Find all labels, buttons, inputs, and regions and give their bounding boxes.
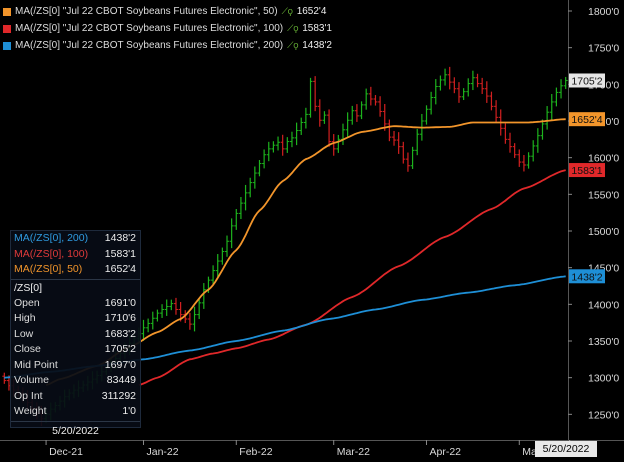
data-window-row-value: 1705'2 (104, 343, 136, 355)
y-tick-label: 1600'0 (588, 153, 619, 165)
legend-ma200[interactable]: MA(/ZS[0] "Jul 22 CBOT Soybeans Futures … (3, 37, 332, 54)
data-window-symbol: /ZS[0] (14, 281, 43, 294)
legend-value-ma200: 1438'2 (302, 40, 332, 51)
data-window-divider (11, 278, 140, 280)
data-window-row-value: 311292 (101, 389, 136, 402)
data-window-ma200-value: 1438'2 (104, 232, 136, 244)
data-window: MA(/ZS[0], 200) 1438'2 MA(/ZS[0], 100) 1… (10, 230, 141, 437)
legend-ma50[interactable]: MA(/ZS[0] "Jul 22 CBOT Soybeans Futures … (3, 3, 332, 20)
indicator-settings-icon[interactable]: ⟋⚲ (287, 40, 299, 50)
data-window-row: Open 1691'0 (11, 296, 140, 312)
x-tick-label: Dec-21 (49, 446, 83, 458)
last-value-label: 1652'4 (571, 114, 602, 126)
y-tick-label: 1350'0 (588, 336, 619, 348)
data-window-row: Weight 1'0 (11, 404, 140, 420)
legend-value-ma100: 1583'1 (302, 23, 332, 34)
data-window-row: High 1710'6 (11, 311, 140, 327)
data-window-row-value: 1697'0 (104, 358, 136, 371)
data-window-divider (11, 420, 140, 422)
data-window-row: Op Int 311292 (11, 389, 140, 405)
indicator-settings-icon[interactable]: ⟋⚲ (287, 23, 299, 33)
data-window-row: Mid Point 1697'0 (11, 358, 140, 374)
y-tick-label: 1800'0 (588, 6, 619, 18)
legend-label-ma50: MA(/ZS[0] "Jul 22 CBOT Soybeans Futures … (15, 6, 278, 17)
y-tick-label: 1550'0 (588, 189, 619, 201)
x-tick-label: Feb-22 (239, 446, 272, 458)
data-window-ma100-label: MA(/ZS[0], 100) (14, 247, 89, 260)
last-price-box (569, 73, 605, 88)
data-window-row-value: 1'0 (122, 405, 136, 417)
data-window-row: Low 1683'2 (11, 327, 140, 343)
data-window-row-label: Low (14, 327, 34, 340)
data-window-ma100-value: 1583'1 (104, 247, 136, 260)
last-value-label: 1438'2 (571, 271, 602, 283)
data-window-ma200-label: MA(/ZS[0], 200) (14, 232, 89, 244)
legend-ma100[interactable]: MA(/ZS[0] "Jul 22 CBOT Soybeans Futures … (3, 20, 332, 37)
data-window-row-label: Volume (14, 374, 50, 386)
data-window-row-label: Close (14, 343, 41, 355)
legend-value-ma50: 1652'4 (296, 6, 327, 17)
data-window-row-value: 1683'2 (104, 327, 136, 340)
data-window-row-value: 83449 (106, 374, 136, 386)
data-window-ma50-value: 1652'4 (104, 263, 136, 275)
data-window-row-label: Weight (14, 405, 47, 417)
last-price-label: 1705'2 (571, 75, 602, 87)
data-window-row-label: Mid Point (14, 358, 58, 371)
last-value-box (569, 163, 605, 178)
x-tick-label: Apr-22 (430, 446, 462, 458)
last-value-box (569, 112, 605, 127)
legend-swatch-ma200 (3, 41, 11, 50)
cursor-date-label: 5/20/2022 (535, 441, 597, 457)
data-window-ma200: MA(/ZS[0], 200) 1438'2 (11, 231, 140, 247)
data-window-row-label: Open (14, 296, 40, 309)
data-window-ma50: MA(/ZS[0], 50) 1652'4 (11, 262, 140, 278)
data-window-row: Volume 83449 (11, 373, 140, 389)
y-tick-label: 1300'0 (588, 373, 619, 385)
y-tick-label: 1500'0 (588, 226, 619, 238)
indicator-settings-icon[interactable]: ⟋⚲ (281, 6, 293, 16)
y-tick-label: 1400'0 (588, 299, 619, 311)
data-window-row-label: High (14, 312, 36, 324)
legend-label-ma100: MA(/ZS[0] "Jul 22 CBOT Soybeans Futures … (15, 23, 284, 34)
data-window-row-value: 1710'6 (104, 312, 136, 324)
x-tick-label: Mar-22 (337, 446, 370, 458)
data-window-date: 5/20/2022 (52, 424, 99, 437)
x-tick-label: Jan-22 (147, 446, 179, 458)
moving-average-line-1[interactable] (138, 169, 566, 386)
legend-label-ma200: MA(/ZS[0] "Jul 22 CBOT Soybeans Futures … (15, 40, 284, 51)
y-tick-label: 1750'0 (588, 43, 619, 55)
data-window-row-value: 1691'0 (104, 296, 136, 309)
data-window-row: Close 1705'2 (11, 342, 140, 358)
last-value-label: 1583'1 (571, 165, 602, 177)
legend-swatch-ma100 (3, 24, 11, 33)
data-window-row-label: Op Int (14, 389, 43, 402)
legend-swatch-ma50 (3, 7, 11, 16)
legend: MA(/ZS[0] "Jul 22 CBOT Soybeans Futures … (3, 3, 332, 54)
data-window-ma100: MA(/ZS[0], 100) 1583'1 (11, 247, 140, 263)
data-window-ma50-label: MA(/ZS[0], 50) (14, 263, 83, 275)
last-value-box (569, 269, 605, 284)
y-tick-label: 1250'0 (588, 409, 619, 421)
